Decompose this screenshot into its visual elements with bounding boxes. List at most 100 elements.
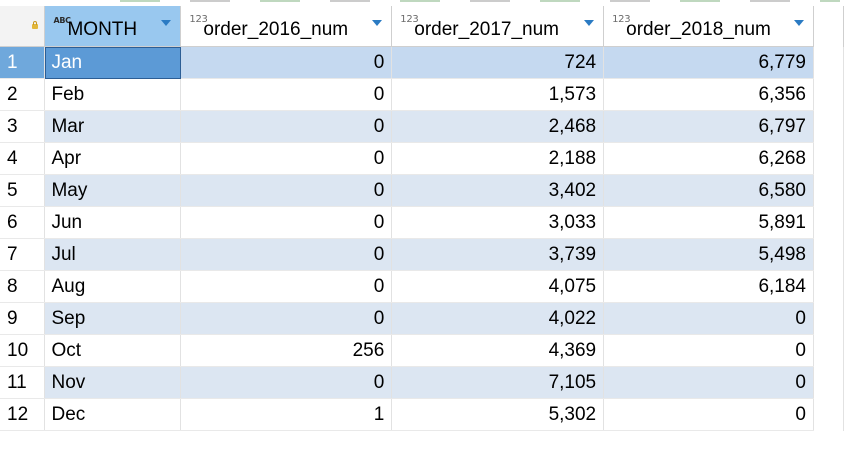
- cell-month[interactable]: Oct: [44, 334, 182, 367]
- row-number[interactable]: 1: [0, 46, 46, 79]
- grid-header-row: ABC MONTH 123 order_2016_num 123 order_2…: [0, 6, 844, 47]
- table-row[interactable]: 7 Jul 0 3,739 5,498: [0, 238, 844, 271]
- column-header-order-2017[interactable]: 123 order_2017_num: [391, 6, 605, 47]
- grid-corner[interactable]: [0, 6, 46, 47]
- text-type-icon: ABC: [53, 16, 71, 25]
- row-number[interactable]: 11: [0, 366, 46, 399]
- column-header-order-2016[interactable]: 123 order_2016_num: [180, 6, 393, 47]
- lock-icon: [32, 21, 38, 29]
- cell-order-2018[interactable]: 0: [603, 398, 814, 431]
- row-number[interactable]: 7: [0, 238, 46, 271]
- row-number[interactable]: 6: [0, 206, 46, 239]
- sort-filter-icon[interactable]: [584, 20, 595, 26]
- row-filler: [813, 142, 844, 175]
- row-number[interactable]: 9: [0, 302, 46, 335]
- cell-order-2017[interactable]: 3,739: [391, 238, 605, 271]
- cell-order-2016[interactable]: 1: [180, 398, 393, 431]
- cell-order-2017[interactable]: 7,105: [391, 366, 605, 399]
- row-filler: [813, 334, 844, 367]
- cell-month[interactable]: Jun: [44, 206, 182, 239]
- cell-month[interactable]: May: [44, 174, 182, 207]
- row-filler: [813, 366, 844, 399]
- column-header-label: order_2016_num: [203, 19, 349, 40]
- cell-order-2018[interactable]: 6,268: [603, 142, 814, 175]
- cell-order-2017[interactable]: 5,302: [391, 398, 605, 431]
- cell-order-2016[interactable]: 0: [180, 366, 393, 399]
- cell-order-2017[interactable]: 4,369: [391, 334, 605, 367]
- row-number[interactable]: 10: [0, 334, 46, 367]
- table-row[interactable]: 2 Feb 0 1,573 6,356: [0, 78, 844, 111]
- row-number[interactable]: 2: [0, 78, 46, 111]
- header-filler: [813, 6, 844, 47]
- column-header-month[interactable]: ABC MONTH: [44, 6, 182, 47]
- row-number[interactable]: 4: [0, 142, 46, 175]
- table-row[interactable]: 1 Jan 0 724 6,779: [0, 46, 844, 79]
- numeric-type-icon: 123: [400, 14, 419, 25]
- cell-order-2018[interactable]: 0: [603, 334, 814, 367]
- table-row[interactable]: 8 Aug 0 4,075 6,184: [0, 270, 844, 303]
- cell-order-2016[interactable]: 0: [180, 302, 393, 335]
- row-filler: [813, 78, 844, 111]
- table-row[interactable]: 9 Sep 0 4,022 0: [0, 302, 844, 335]
- cell-order-2018[interactable]: 6,356: [603, 78, 814, 111]
- cell-month[interactable]: Aug: [44, 270, 182, 303]
- cell-order-2017[interactable]: 724: [391, 46, 605, 79]
- cell-order-2016[interactable]: 0: [180, 206, 393, 239]
- table-row[interactable]: 3 Mar 0 2,468 6,797: [0, 110, 844, 143]
- cell-order-2017[interactable]: 2,468: [391, 110, 605, 143]
- row-filler: [813, 46, 844, 79]
- cell-order-2017[interactable]: 4,075: [391, 270, 605, 303]
- cell-order-2018[interactable]: 5,498: [603, 238, 814, 271]
- cell-month[interactable]: Nov: [44, 366, 182, 399]
- cell-order-2017[interactable]: 3,402: [391, 174, 605, 207]
- row-filler: [813, 206, 844, 239]
- row-number[interactable]: 8: [0, 270, 46, 303]
- table-row[interactable]: 5 May 0 3,402 6,580: [0, 174, 844, 207]
- sort-filter-icon[interactable]: [161, 20, 172, 26]
- cell-order-2016[interactable]: 256: [180, 334, 393, 367]
- cell-order-2016[interactable]: 0: [180, 142, 393, 175]
- results-grid[interactable]: ABC MONTH 123 order_2016_num 123 order_2…: [0, 6, 844, 431]
- cell-order-2017[interactable]: 3,033: [391, 206, 605, 239]
- row-filler: [813, 398, 844, 431]
- cell-order-2016[interactable]: 0: [180, 270, 393, 303]
- row-number[interactable]: 12: [0, 398, 46, 431]
- cell-month[interactable]: Feb: [44, 78, 182, 111]
- cell-order-2016[interactable]: 0: [180, 78, 393, 111]
- cell-month[interactable]: Jan: [44, 46, 182, 79]
- column-header-label: MONTH: [67, 19, 138, 40]
- cell-order-2018[interactable]: 0: [603, 302, 814, 335]
- column-header-order-2018[interactable]: 123 order_2018_num: [603, 6, 814, 47]
- cell-order-2018[interactable]: 6,779: [603, 46, 814, 79]
- cell-order-2018[interactable]: 0: [603, 366, 814, 399]
- row-number[interactable]: 5: [0, 174, 46, 207]
- cell-order-2016[interactable]: 0: [180, 46, 393, 79]
- table-row[interactable]: 4 Apr 0 2,188 6,268: [0, 142, 844, 175]
- cell-month[interactable]: Sep: [44, 302, 182, 335]
- cell-order-2018[interactable]: 6,797: [603, 110, 814, 143]
- row-filler: [813, 270, 844, 303]
- cell-order-2018[interactable]: 5,891: [603, 206, 814, 239]
- table-row[interactable]: 11 Nov 0 7,105 0: [0, 366, 844, 399]
- cell-month[interactable]: Dec: [44, 398, 182, 431]
- cell-order-2017[interactable]: 4,022: [391, 302, 605, 335]
- cell-order-2016[interactable]: 0: [180, 174, 393, 207]
- sort-filter-icon[interactable]: [794, 20, 804, 26]
- cell-order-2018[interactable]: 6,184: [603, 270, 814, 303]
- table-row[interactable]: 10 Oct 256 4,369 0: [0, 334, 844, 367]
- table-row[interactable]: 12 Dec 1 5,302 0: [0, 398, 844, 431]
- sort-filter-icon[interactable]: [372, 20, 383, 26]
- cell-order-2016[interactable]: 0: [180, 238, 393, 271]
- table-row[interactable]: 6 Jun 0 3,033 5,891: [0, 206, 844, 239]
- cell-order-2018[interactable]: 6,580: [603, 174, 814, 207]
- cell-order-2016[interactable]: 0: [180, 110, 393, 143]
- grid-body: 1 Jan 0 724 6,779 2 Feb 0 1,573 6,356 3 Mar 0 2,468 6,…: [0, 46, 844, 431]
- row-number[interactable]: 3: [0, 110, 46, 143]
- cell-month[interactable]: Jul: [44, 238, 182, 271]
- cell-month[interactable]: Mar: [44, 110, 182, 143]
- numeric-type-icon: 123: [189, 14, 208, 25]
- cell-order-2017[interactable]: 2,188: [391, 142, 605, 175]
- editor-top-edge: [0, 0, 844, 6]
- cell-month[interactable]: Apr: [44, 142, 182, 175]
- cell-order-2017[interactable]: 1,573: [391, 78, 605, 111]
